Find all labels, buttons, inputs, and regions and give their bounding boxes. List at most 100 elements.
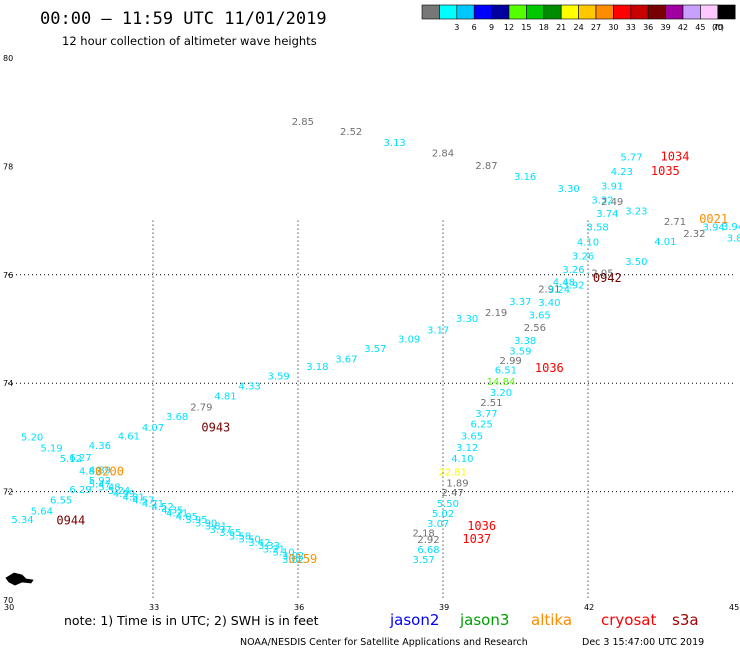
wave-height-value: 5.77: [620, 152, 642, 163]
wave-height-value: 22.81: [438, 467, 467, 478]
wave-height-value: 3.87: [727, 234, 740, 245]
legend-tick-label: 36: [643, 23, 653, 32]
legend-tick-label: 9: [489, 23, 494, 32]
wave-height-value: 4.81: [214, 391, 236, 402]
lon-tick-label: 30: [4, 603, 14, 612]
wave-height-value: 3.23: [625, 207, 647, 218]
color-legend: 3 6 9 12 15 18 21 24 27 30 33 36 39 42 45 70: [421, 4, 736, 32]
wave-height-value: 3.92: [562, 280, 584, 291]
wave-height-value: 3.10: [272, 548, 294, 559]
wave-height-value: 3.67: [335, 355, 357, 366]
wave-height-value: 5.12: [60, 454, 82, 465]
legend-swatch: [595, 4, 614, 20]
wave-height-value: 4.07: [142, 423, 164, 434]
wave-height-value: 3.26: [572, 252, 594, 263]
pass-time-label: 0200: [95, 464, 124, 478]
legend-tick-label: 18: [539, 23, 549, 32]
wave-height-value: 2.51: [480, 398, 502, 409]
legend-swatch: [439, 4, 458, 20]
map-title: 00:00 – 11:59 UTC 11/01/2019: [40, 9, 327, 29]
lat-tick-label: 72: [3, 488, 13, 497]
wave-height-value: 2.71: [664, 217, 686, 228]
wave-height-value: 4.10: [577, 238, 599, 249]
pass-time-label: 0942: [593, 271, 622, 285]
wave-height-value: 2.84: [432, 149, 454, 160]
legend-swatch: [543, 4, 562, 20]
pass-time-label: 0943: [201, 420, 230, 434]
wave-height-value: 3.81: [205, 522, 227, 533]
wave-height-value: 3.95: [185, 515, 207, 526]
wave-height-value: 5.19: [40, 443, 62, 454]
lat-tick-label: 78: [3, 162, 13, 171]
lon-tick-label: 42: [584, 603, 594, 612]
wave-height-readings: 2.85 2.52 3.13 2.84 2.87 3.16 3.30 5.77 4.23 3.91…: [11, 117, 740, 566]
footer-credit: NOAA/NESDIS Center for Satellite Applica…: [240, 637, 528, 648]
wave-height-value: 4.33: [239, 382, 261, 393]
wave-height-value: 2.18: [413, 529, 435, 540]
wave-height-value: 2.91: [538, 285, 560, 296]
wave-height-value: 2.92: [417, 535, 439, 546]
wave-height-value: 3.59: [268, 371, 290, 382]
wave-height-value: 6.55: [50, 496, 72, 507]
wave-height-value: 5.64: [31, 506, 53, 517]
legend-swatch: [682, 4, 701, 20]
legend-swatch: [508, 4, 527, 20]
wave-height-value: 3.26: [562, 265, 584, 276]
wave-height-value: 3.50: [625, 257, 647, 268]
wave-height-value: 3.57: [364, 344, 386, 355]
wave-height-value: 4.81: [123, 492, 145, 503]
footer-timestamp: Dec 3 15:47:00 UTC 2019: [582, 637, 704, 648]
wave-height-value: 4.71: [142, 499, 164, 510]
wave-height-value: 3.68: [166, 412, 188, 423]
lon-tick-label: 45: [729, 603, 739, 612]
wave-height-value: 14.84: [487, 377, 516, 388]
lon-tick-label: 33: [149, 603, 159, 612]
wave-height-value: 2.85: [292, 117, 314, 128]
wave-height-value: 5.47: [89, 479, 111, 490]
wave-height-value: 2.56: [524, 323, 546, 334]
wave-height-value: 3.59: [509, 346, 531, 357]
wave-height-value: 2.99: [500, 356, 522, 367]
wave-height-value: 5.92: [89, 476, 111, 487]
legend-tick-label: 6: [472, 23, 477, 32]
wave-height-value: 3.65: [461, 432, 483, 443]
wave-height-value: 4.89: [89, 466, 111, 477]
wave-height-value: 2.49: [601, 197, 623, 208]
legend-swatch: [647, 4, 666, 20]
wave-height-value: 3.20: [490, 388, 512, 399]
wave-height-value: 6.29: [69, 485, 91, 496]
wave-height-value: 4.05: [176, 512, 198, 523]
wave-height-value: 3.94: [722, 222, 740, 233]
wave-height-value: 2.05: [591, 268, 613, 279]
legend-swatch: [665, 4, 684, 20]
wave-height-value: 3.90: [195, 518, 217, 529]
legend-tick-label: 30: [608, 23, 618, 32]
wave-height-value: 2.32: [683, 229, 705, 240]
legend-tick-label: 42: [678, 23, 688, 32]
lon-tick-label: 39: [439, 603, 449, 612]
legend-tick-label: 39: [661, 23, 671, 32]
satellite-name: jason2: [389, 611, 439, 629]
wave-height-value: 4.52: [152, 502, 174, 513]
wave-height-value: 3.12: [456, 443, 478, 454]
legend-swatch: [473, 4, 492, 20]
legend-tick-label: 70: [713, 23, 723, 32]
legend-swatch: [456, 4, 475, 20]
wave-height-value: 3.38: [514, 336, 536, 347]
wave-height-value: 3.30: [558, 184, 580, 195]
lat-tick-label: 76: [3, 271, 13, 280]
legend-swatch: [630, 4, 649, 20]
satellite-name: s3a: [672, 611, 699, 629]
satellite-legend: jason2 jason3 altika cryosat s3a: [389, 611, 699, 629]
legend-unit: (ft): [712, 23, 724, 32]
legend-swatch: [578, 4, 597, 20]
map-subtitle: 12 hour collection of altimeter wave hei…: [62, 34, 317, 48]
wave-height-value: 3.57: [413, 555, 435, 566]
wave-height-value: 4.57: [132, 496, 154, 507]
wave-height-value: 4.10: [451, 454, 473, 465]
legend-tick-label: 27: [591, 23, 601, 32]
wave-height-value: 3.65: [219, 528, 241, 539]
wave-height-value: 2.52: [340, 127, 362, 138]
